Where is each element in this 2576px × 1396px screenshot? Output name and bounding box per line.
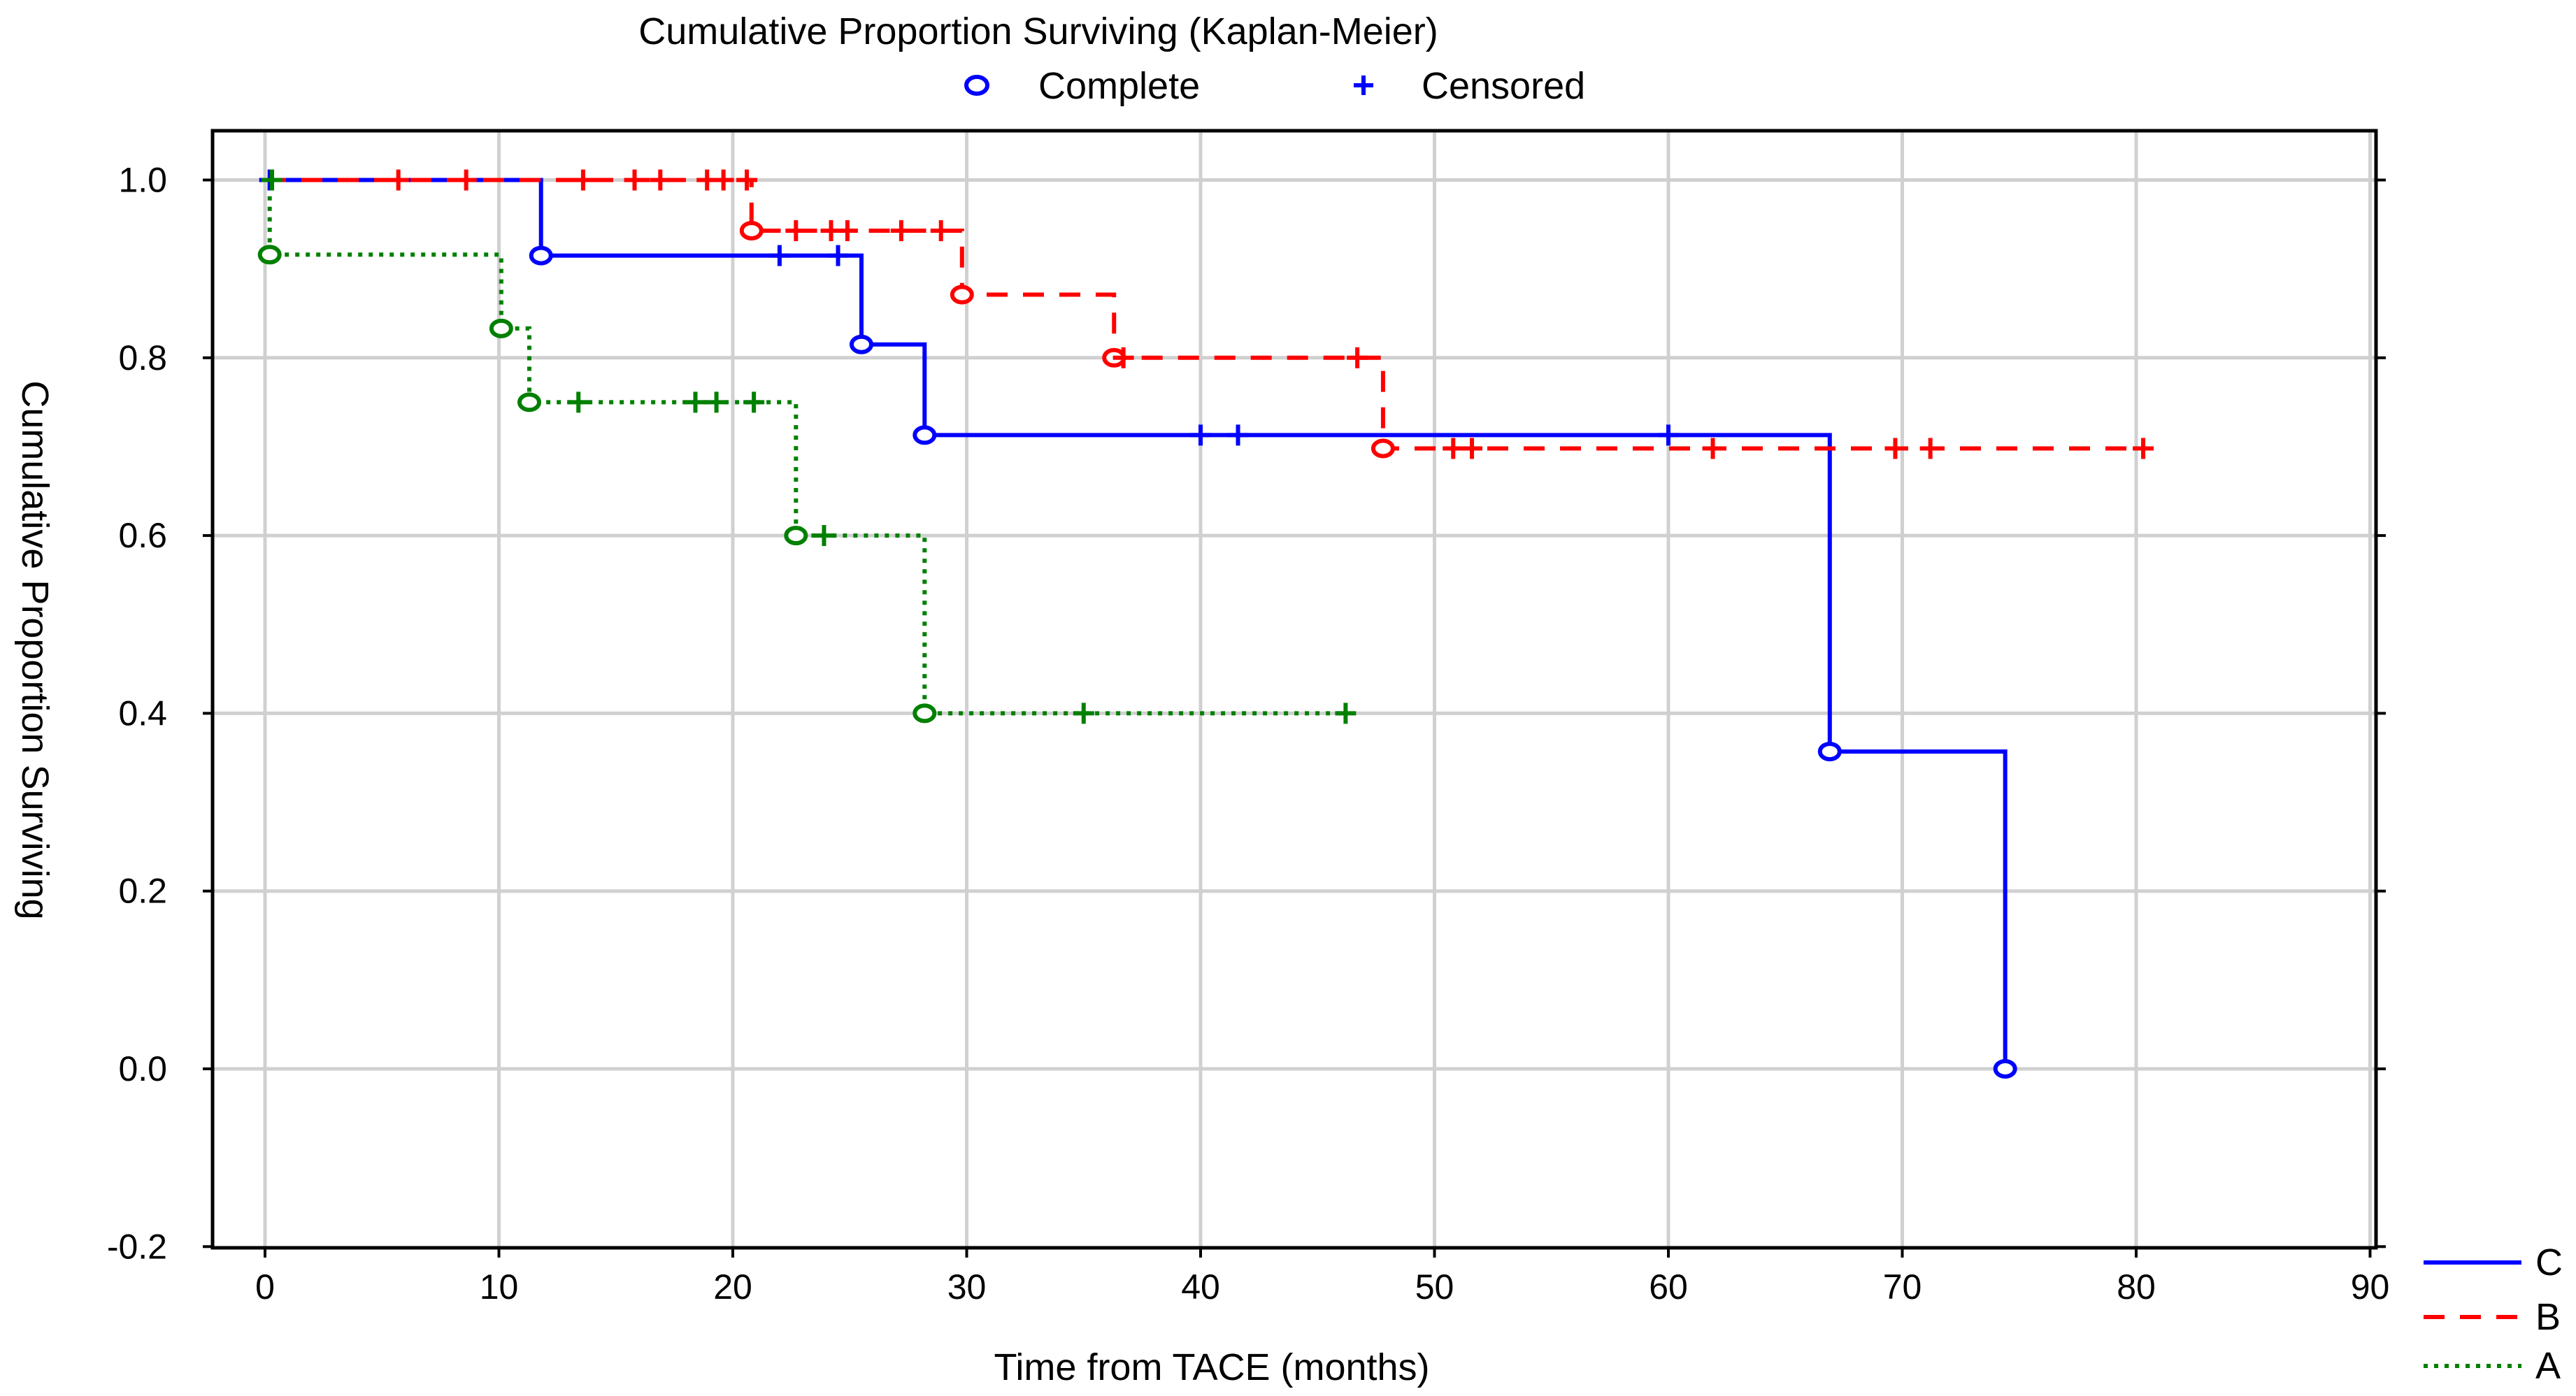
plot-area-frame [210,129,2378,1250]
legend-censored-label: Censored [1422,65,1585,107]
x-tick-label: 70 [1883,1267,1922,1307]
axis-ticks: 0 10 20 30 40 50 60 70 80 90 -0.2 0.0 0.2 0.4 0.6 0.8 1.… [107,161,2389,1307]
x-tick-label: 20 [713,1267,752,1307]
series-line-c [265,178,2008,1069]
complete-marker-icon [964,75,989,96]
censored-marker-icon [1354,75,1373,95]
censored-point-b [1347,347,1368,368]
censored-point-c [1658,424,1679,446]
y-axis-title: Cumulative Proportion Surviving [14,380,56,919]
censored-point-b [890,220,912,241]
censored-point-b [1112,347,1134,368]
x-tick-label: 0 [255,1267,275,1307]
censored-point-c [827,245,849,266]
censored-point-b [1702,438,1724,459]
censored-point-b [387,169,409,191]
censored-point-a [568,391,589,413]
censored-point-a [685,391,706,413]
complete-point-c [1993,1059,2017,1079]
complete-point-a [257,245,282,265]
x-tick-label: 40 [1181,1267,1220,1307]
marker-legend: Complete Censored [964,65,1585,107]
censored-point-b [1884,438,1906,459]
x-tick-label: 30 [947,1267,987,1307]
x-tick-label: 50 [1415,1267,1454,1307]
x-axis-title: Time from TACE (months) [994,1346,1429,1388]
y-tick-label: 0.4 [118,693,167,733]
complete-point-a [517,392,541,412]
legend-complete-label: Complete [1038,65,1200,107]
series-lines [265,178,2144,1069]
censored-point-a [1335,703,1357,724]
censored-point-c [1227,424,1249,446]
y-tick-label: -0.2 [107,1227,167,1266]
series-markers [257,169,2154,1079]
x-tick-label: 90 [2351,1267,2390,1307]
y-tick-label: 1.0 [118,161,167,200]
x-tick-label: 10 [480,1267,519,1307]
x-tick-label: 80 [2117,1267,2156,1307]
series-line-a [265,178,1346,716]
censored-point-b [1461,438,1483,459]
censored-point-b [836,220,858,241]
complete-point-b [1371,438,1395,459]
censored-point-a [706,391,727,413]
y-tick-label: 0.6 [118,516,167,555]
censored-point-b [572,169,594,191]
censored-point-b [736,169,758,191]
legend-label-a: A [2535,1345,2561,1387]
censored-point-b [713,169,734,191]
complete-point-a [784,526,808,546]
complete-point-c [529,245,553,266]
complete-point-b [739,220,764,240]
grid-lines [213,131,2376,1248]
legend-label-b: B [2535,1296,2561,1338]
censored-point-a [262,169,283,191]
y-tick-label: 0.2 [118,872,167,911]
censored-point-b [930,220,952,241]
series-legend: C B A [2424,1242,2563,1387]
censored-point-b [785,220,807,241]
censored-point-a [813,525,835,547]
complete-point-c [849,334,873,354]
censored-point-b [624,169,645,191]
censored-point-b [2133,438,2154,459]
complete-point-c [1817,742,1842,762]
censored-point-a [743,391,765,413]
censored-point-a [1073,703,1094,724]
censored-point-c [768,245,790,266]
censored-point-b [1919,438,1941,459]
chart-title: Cumulative Proportion Surviving (Kaplan-… [638,10,1438,52]
legend-label-c: C [2535,1242,2563,1283]
censored-point-b [650,169,671,191]
complete-point-c [913,425,937,445]
y-tick-label: 0.8 [118,338,167,377]
complete-point-a [913,703,937,724]
series-line-b [265,178,2144,451]
censored-point-b [455,169,477,191]
censored-point-c [1190,424,1211,446]
complete-point-a [489,318,513,338]
complete-point-b [950,285,974,305]
y-tick-label: 0.0 [118,1049,167,1088]
censored-point-b [1443,438,1464,459]
x-tick-label: 60 [1649,1267,1688,1307]
